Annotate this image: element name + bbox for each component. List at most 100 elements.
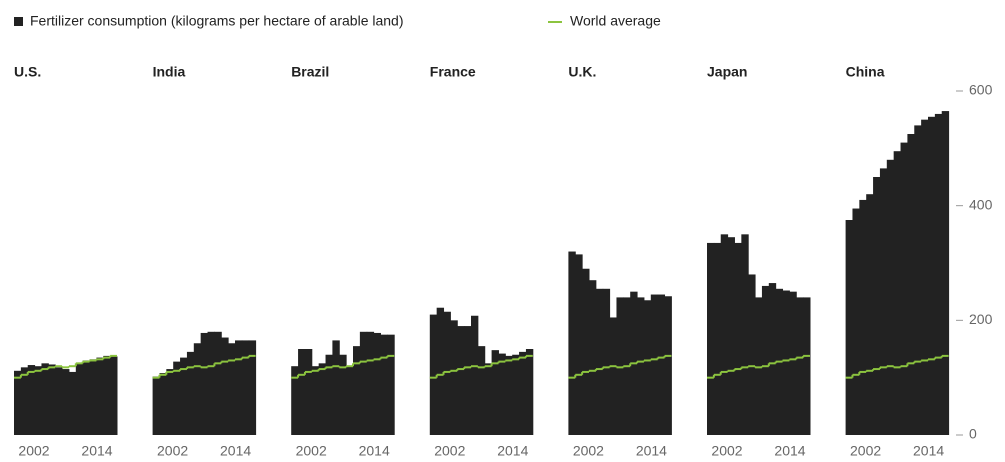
panel-title: China <box>846 64 885 80</box>
bar <box>214 331 222 435</box>
bar <box>505 355 513 435</box>
bar <box>450 320 458 435</box>
x-tick-label: 2014 <box>636 443 667 459</box>
bar <box>173 361 181 435</box>
bar <box>914 125 922 436</box>
bar <box>568 251 576 435</box>
legend-bars: Fertilizer consumption (kilograms per he… <box>30 13 404 29</box>
bar <box>789 291 797 435</box>
x-tick-label: 2014 <box>81 443 112 459</box>
bar <box>228 343 236 435</box>
bar <box>152 376 160 435</box>
bar <box>14 370 22 435</box>
bar <box>845 220 853 435</box>
bar <box>477 346 486 435</box>
bar <box>720 234 729 435</box>
bar <box>637 297 645 435</box>
panel-title: India <box>153 64 186 80</box>
bar <box>484 363 493 435</box>
bar <box>248 340 257 435</box>
bar <box>373 332 381 435</box>
bar <box>339 354 347 435</box>
bar <box>186 351 195 435</box>
bar <box>512 354 520 435</box>
bar <box>325 354 333 435</box>
bar <box>346 366 354 435</box>
x-tick-label: 2002 <box>296 443 327 459</box>
bar <box>941 111 950 436</box>
x-tick-label: 2014 <box>359 443 390 459</box>
bar <box>68 371 77 435</box>
bar <box>436 307 445 435</box>
panel-title: U.K. <box>568 64 596 80</box>
x-tick-label: 2002 <box>711 443 742 459</box>
bar <box>75 363 84 435</box>
bar <box>886 159 895 436</box>
bar <box>866 194 874 435</box>
x-tick-label: 2014 <box>220 443 251 459</box>
x-tick-label: 2002 <box>18 443 49 459</box>
bar <box>727 237 735 435</box>
bar <box>879 168 888 435</box>
bar <box>318 363 327 435</box>
x-tick-label: 2014 <box>497 443 528 459</box>
x-tick-label: 2014 <box>774 443 805 459</box>
bar <box>96 357 104 435</box>
bar <box>380 334 388 435</box>
bar <box>755 297 763 435</box>
bar <box>159 373 167 435</box>
bar <box>353 346 361 435</box>
bar <box>734 242 742 435</box>
panel-title: Japan <box>707 64 747 80</box>
bar <box>166 369 174 435</box>
bar <box>748 274 756 435</box>
bar <box>657 294 666 435</box>
bar <box>103 355 111 435</box>
bar <box>62 369 70 435</box>
bar <box>298 349 306 435</box>
bar <box>873 177 881 435</box>
bar <box>491 350 499 435</box>
bar <box>761 285 770 435</box>
bar <box>387 334 395 435</box>
legend-swatch-bars <box>14 17 23 26</box>
bar <box>907 134 915 435</box>
bar <box>471 315 479 435</box>
panel-title: France <box>430 64 476 80</box>
y-tick-label: 600 <box>969 82 993 98</box>
bar <box>82 360 91 435</box>
bar <box>464 326 472 435</box>
y-tick-label: 400 <box>969 196 993 212</box>
bar <box>200 332 209 435</box>
bar <box>443 311 451 435</box>
bar <box>41 363 49 435</box>
bar <box>595 288 604 435</box>
bar <box>235 340 243 435</box>
bar <box>575 254 583 435</box>
bar <box>643 300 652 435</box>
legend-line: World average <box>570 13 661 29</box>
bar <box>359 331 368 435</box>
bar <box>193 343 202 435</box>
bar <box>893 151 902 435</box>
x-tick-label: 2002 <box>434 443 465 459</box>
bar <box>921 119 929 436</box>
bar <box>498 353 506 435</box>
bar <box>650 294 659 435</box>
bar <box>34 366 42 435</box>
x-tick-label: 2002 <box>573 443 604 459</box>
bar <box>713 242 722 435</box>
bar <box>664 296 672 435</box>
bar <box>89 359 97 435</box>
bar <box>180 357 188 435</box>
bar <box>207 331 215 435</box>
bar <box>27 365 36 435</box>
bar <box>741 234 749 435</box>
bar <box>241 340 250 435</box>
x-tick-label: 2014 <box>913 443 944 459</box>
bar <box>859 199 867 435</box>
bar <box>782 290 790 435</box>
bar <box>616 297 624 435</box>
bar <box>332 340 340 435</box>
